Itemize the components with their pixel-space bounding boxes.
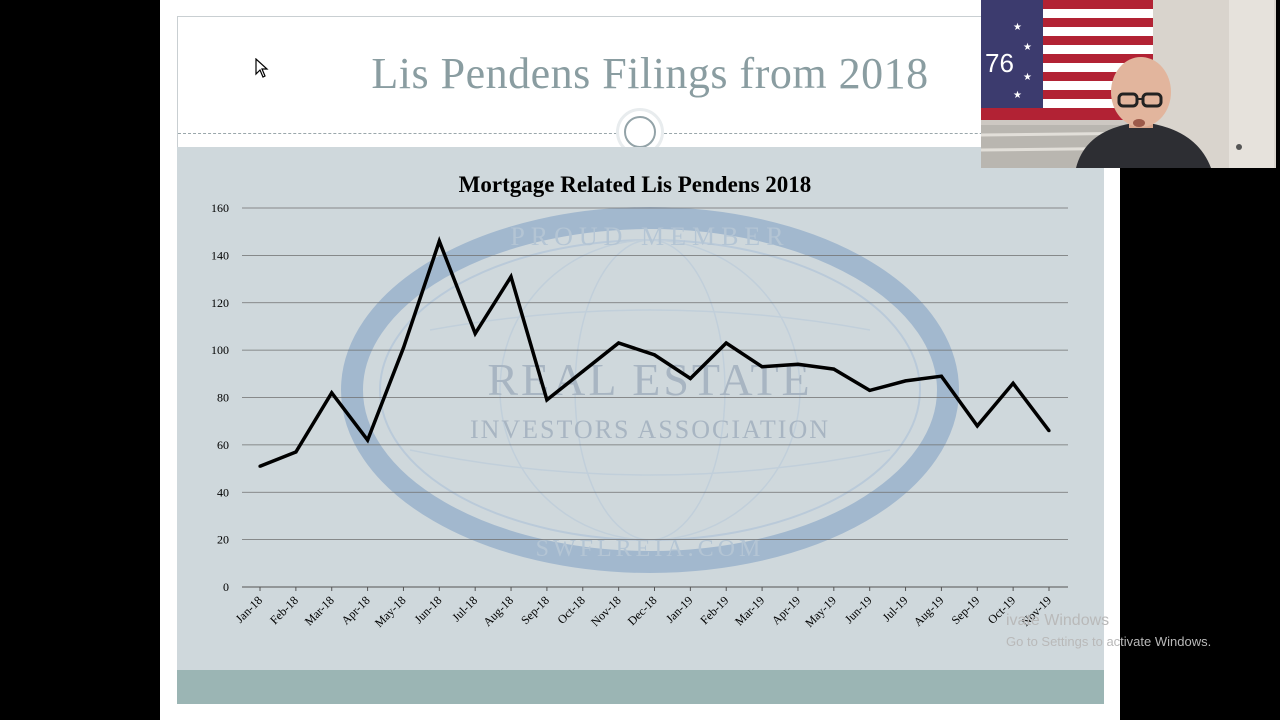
chart-title: Mortgage Related Lis Pendens 2018 [459,172,812,197]
x-tick-label: Aug-18 [480,593,516,629]
activation-title: ivate Windows [1006,612,1110,629]
data-point [581,369,585,374]
presentation-slide: Lis Pendens Filings from 2018 PROUD MEMB… [160,0,1120,720]
activation-subtitle: Go to Settings to activate Windows. [1006,634,1212,649]
data-point [617,341,621,345]
y-tick-label: 0 [223,580,229,594]
x-tick-label: Jan-19 [663,593,696,626]
emblem-text-sub: INVESTORS ASSOCIATION [470,415,830,444]
data-point [796,362,800,366]
windows-activation-watermark: ivate Windows Go to Settings to activate… [1006,612,1211,650]
data-point [832,367,836,371]
x-tick-label: Dec-18 [625,593,660,628]
data-point [652,353,657,357]
data-point [724,341,728,345]
emblem-text-top: PROUD MEMBER [510,222,789,251]
mouse-cursor-icon [255,58,269,78]
x-tick-label: Jun-19 [842,593,875,626]
x-tick-label: Apr-19 [769,593,803,627]
y-tick-label: 20 [217,533,229,547]
x-tick-label: Jul-18 [449,593,480,624]
reia-emblem-watermark: PROUD MEMBER REAL ESTATE INVESTORS ASSOC… [341,207,959,573]
x-tick-label: Mar-18 [302,593,337,628]
x-tick-label: Feb-19 [697,593,731,627]
data-point [868,388,872,392]
y-axis: 0 20 40 60 80 100 120 140 160 [211,201,229,594]
data-point [688,376,692,381]
x-tick-label: Jun-18 [411,593,444,626]
data-point [401,346,406,350]
webcam-overlay: 76 ★ ★ ★ ★ [981,0,1276,168]
x-tick-label: Nov-18 [588,593,624,629]
data-point [1011,381,1015,385]
svg-text:★: ★ [1013,22,1022,33]
line-chart: PROUD MEMBER REAL ESTATE INVESTORS ASSOC… [211,172,1068,630]
x-tick-label: Jan-18 [233,593,266,626]
slide-footer-bar [177,670,1104,704]
x-tick-label: Sep-19 [948,593,982,627]
data-point [509,275,513,279]
y-tick-label: 140 [211,248,229,262]
data-point [975,424,979,428]
x-tick-label: Sep-18 [518,593,552,627]
y-tick-label: 40 [217,485,229,499]
flag-76-text: 76 [985,48,1014,78]
x-tick-label: Mar-19 [732,593,767,628]
emblem-text-bottom: SWFLREIA.COM [536,536,765,562]
x-tick-label: Jul-19 [880,593,911,624]
y-tick-label: 160 [211,201,229,215]
chart-gridlines [242,207,1068,588]
data-point [258,464,262,468]
x-tick-label: Feb-18 [267,593,301,627]
y-tick-label: 60 [217,438,229,452]
series-points [258,239,1051,468]
x-axis: Jan-18 Feb-18 Mar-18 Apr-18 May-18 Jun-18 Jul-… [233,587,1054,630]
data-point [437,239,441,243]
slide-title: Lis Pendens Filings from 2018 [371,49,929,98]
x-tick-label: Apr-18 [338,593,372,627]
x-tick-label: Aug-19 [911,593,947,629]
data-point [760,365,764,369]
x-tick-label: May-19 [802,593,839,630]
svg-text:★: ★ [1023,42,1032,53]
data-point [473,331,477,336]
x-tick-label: Oct-18 [554,593,587,626]
y-tick-label: 100 [211,343,229,357]
data-point [545,398,549,402]
svg-text:★: ★ [1013,90,1022,101]
data-point [330,391,334,395]
data-point [939,374,944,378]
data-point [294,450,298,454]
presenter-video [1076,57,1211,168]
svg-text:★: ★ [1023,72,1032,83]
data-point [903,379,908,383]
y-tick-label: 80 [217,391,229,405]
data-point [365,438,370,442]
x-tick-label: May-18 [372,593,409,630]
y-tick-label: 120 [211,296,229,310]
data-point [1047,429,1051,433]
